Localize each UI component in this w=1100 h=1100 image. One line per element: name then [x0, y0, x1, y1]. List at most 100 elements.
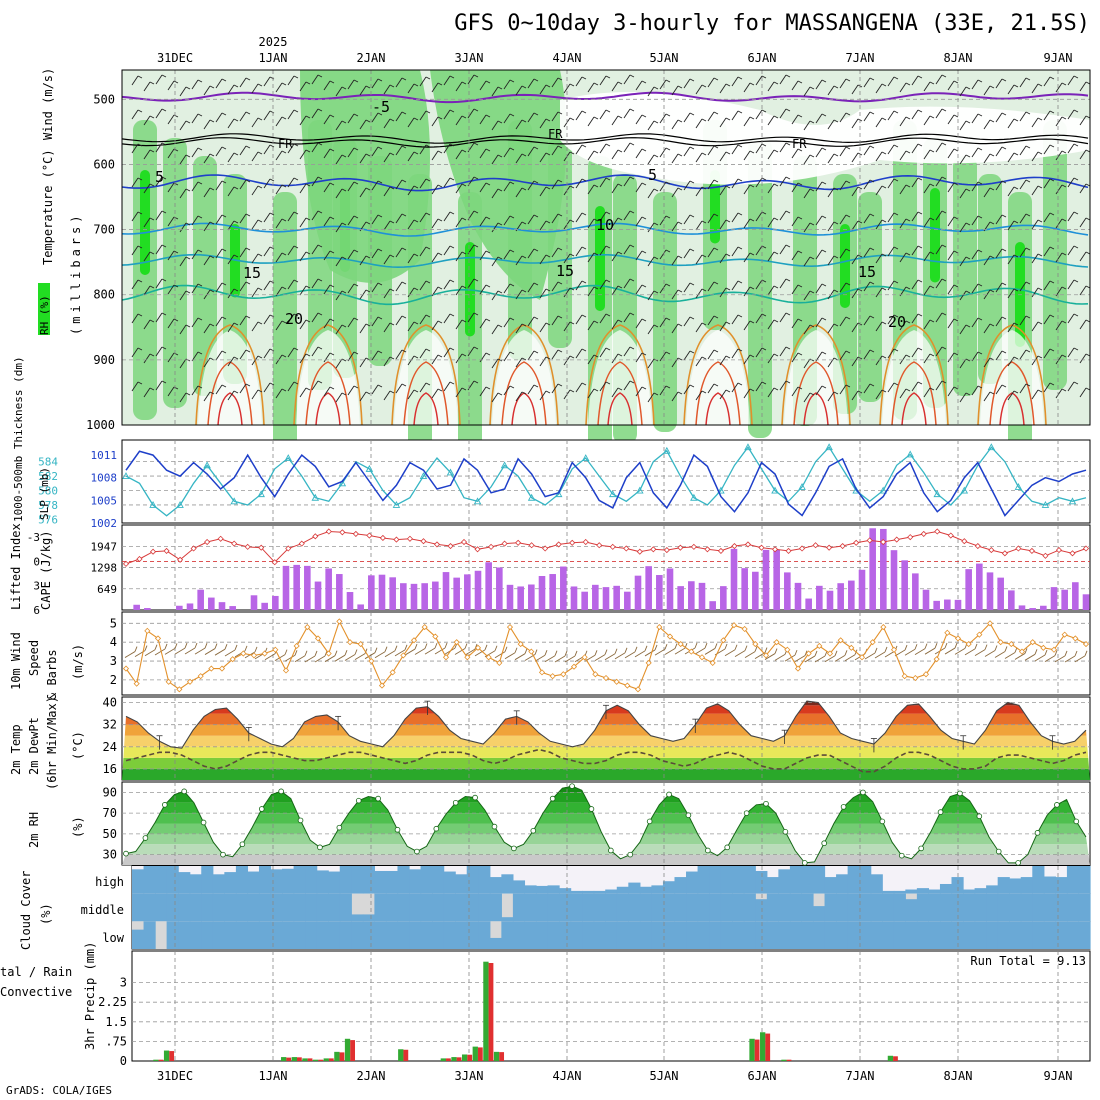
- cloud-bar: [1066, 866, 1080, 894]
- wind10m-barb-flag: [1084, 650, 1088, 656]
- wind10m-barb: [354, 653, 366, 661]
- cape-bar: [624, 591, 631, 610]
- li-axis-label: Lifted Index: [9, 523, 23, 610]
- cloud-bar: [697, 921, 710, 949]
- precip-total-bar: [153, 1059, 159, 1061]
- cloud-bar: [420, 921, 433, 949]
- wind10m-barb: [664, 648, 676, 655]
- wind10m-barb-flag: [954, 642, 958, 649]
- wind10m-barb-flag: [904, 644, 908, 651]
- top-date-5JAN: 5JAN: [650, 51, 679, 65]
- cloud-bar: [836, 874, 849, 894]
- wind10m-barb-flag: [794, 649, 798, 656]
- cloud-bar: [986, 893, 999, 922]
- wind10m-barb-flag: [914, 644, 918, 650]
- precip-conv-bar: [765, 1033, 771, 1061]
- precip-conv-bar: [403, 1049, 409, 1061]
- cloud-bar: [224, 921, 237, 949]
- wind10m-barb-flag: [394, 645, 398, 651]
- wind10m-barb-flag: [694, 642, 698, 649]
- cloud-bar: [258, 893, 272, 922]
- isotherm-label-fr-1: FR: [278, 137, 293, 151]
- cloud-bar: [870, 874, 883, 894]
- wind10m-barb-flag: [724, 643, 728, 650]
- cloud-bar: [189, 921, 202, 949]
- thickness-point: [122, 472, 130, 480]
- wind10m-barb: [174, 647, 186, 655]
- rh2m-tick-70: 70: [103, 806, 117, 820]
- wind10m-point: [165, 678, 172, 685]
- rh2m-point: [898, 852, 905, 859]
- cloud-bar: [1078, 866, 1091, 894]
- cape-bar: [965, 569, 972, 610]
- wind10m-barb-flag: [434, 642, 438, 649]
- cape-bar: [496, 567, 503, 610]
- isotherm-label-fr-3: FR: [792, 137, 807, 151]
- isotherm-label-5a: 5: [155, 168, 164, 186]
- thickness-point: [230, 497, 238, 505]
- run-total-label: Run Total = 9.13: [970, 954, 1086, 968]
- cloud-bar: [409, 869, 422, 894]
- precip-conv-bar: [893, 1056, 898, 1061]
- wind10m-barb: [384, 650, 396, 658]
- cape-bar: [698, 582, 706, 610]
- cloud-bar: [963, 893, 976, 922]
- wind10m-barb-flag: [704, 642, 708, 649]
- cape-bar: [954, 599, 962, 610]
- cape-bar: [741, 568, 748, 610]
- wind10m-barb-flag: [304, 650, 308, 656]
- wind10m-barb-flag: [674, 643, 678, 649]
- cloud-bar: [812, 921, 826, 949]
- rh2m-point: [705, 847, 711, 854]
- bottom-date-1JAN: 1JAN: [259, 1069, 288, 1083]
- cloud-bar: [1020, 921, 1033, 949]
- cloud-bar: [258, 866, 272, 894]
- cloud-bar: [316, 893, 329, 922]
- thickness-point: [1014, 482, 1023, 490]
- cloud-bar: [651, 885, 664, 894]
- wind10m-barb: [1004, 652, 1016, 659]
- cloud-bar: [582, 890, 595, 894]
- cloud-bar: [836, 893, 849, 922]
- precip-tick-0: 0: [120, 1054, 127, 1068]
- li-point: [501, 540, 508, 547]
- rh2m-point: [627, 851, 634, 858]
- wind10m-barb-flag: [564, 650, 568, 657]
- wind-barbs-upper: [131, 74, 1091, 403]
- cloud-bar: [143, 893, 156, 922]
- thickness-tick-582: 582: [38, 470, 58, 483]
- cape-bar: [634, 575, 642, 610]
- wind10m-point: [272, 646, 279, 653]
- rh2m-point: [394, 826, 401, 833]
- li-tick-0: 0: [33, 555, 40, 568]
- li-point: [596, 542, 603, 549]
- cape-bar: [773, 549, 780, 610]
- rh2m-point: [258, 806, 265, 812]
- wind10m-barb: [434, 647, 446, 655]
- wind10m-barb-flag: [654, 644, 658, 651]
- precip-total-bar: [493, 1051, 500, 1061]
- wind10m-point: [624, 682, 631, 689]
- thickness-point: [176, 501, 184, 508]
- precip-total-bar: [291, 1057, 297, 1061]
- temp2m-tick-40: 40: [103, 696, 117, 710]
- rh2m-point: [918, 845, 924, 852]
- cape-bar: [229, 606, 236, 610]
- isotherm-label-5b: 5: [648, 166, 657, 184]
- wind10m-point: [538, 669, 546, 676]
- cloud-bar: [963, 921, 976, 949]
- wind10m-barb-flag: [234, 644, 238, 651]
- cape-bar: [378, 574, 386, 610]
- cloud-bar: [709, 893, 722, 922]
- cloud-bar: [524, 885, 537, 894]
- li-point: [609, 543, 616, 550]
- wind10m-barb: [604, 653, 616, 661]
- precip-axis-label-2: Convective: [0, 985, 72, 999]
- bottom-date-2JAN: 2JAN: [357, 1069, 386, 1083]
- wind10m-barb-flag: [224, 644, 228, 650]
- top-date-9JAN: 9JAN: [1044, 51, 1073, 65]
- cloud-bar: [466, 866, 479, 894]
- cloud-bar: [282, 921, 295, 949]
- cloud-bar: [582, 921, 595, 949]
- li-point: [460, 538, 468, 546]
